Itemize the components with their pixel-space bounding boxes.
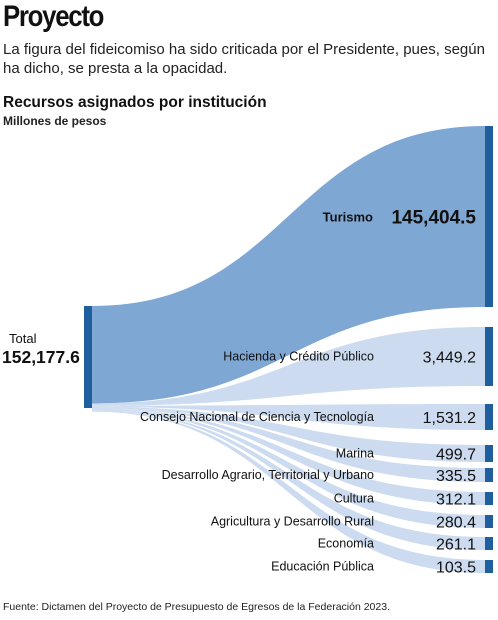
target-label-7: Economía [318,537,374,551]
target-bar-3 [485,445,493,462]
target-label-4: Desarrollo Agrario, Territorial y Urbano [162,468,374,482]
target-bar-5 [485,492,493,505]
target-bar-7 [485,537,493,550]
target-value-3: 499.7 [436,447,476,464]
source-bar [84,306,92,408]
target-value-1: 3,449.2 [423,350,476,367]
target-label-3: Marina [336,447,374,461]
target-label-5: Cultura [334,492,374,506]
target-bar-1 [485,327,493,386]
flow-5 [92,408,485,505]
sankey-labels: Turismo 145,404.5 Hacienda y Crédito Públi… [2,208,476,577]
flow-3 [92,406,485,462]
target-value-5: 312.1 [436,492,476,509]
target-bar-6 [485,515,493,528]
target-value-0: 145,404.5 [391,208,476,229]
flow-4 [92,407,485,482]
target-value-6: 280.4 [436,515,476,532]
source-label: Total [9,331,37,346]
page-description: La figura del fideicomiso ha sido critic… [3,41,485,77]
target-label-2: Consejo Nacional de Ciencia y Tecnología [140,410,374,424]
target-value-4: 335.5 [436,468,476,485]
target-bar-8 [485,560,493,573]
target-bar-0 [485,126,493,307]
chart-title: Recursos asignados por institución [3,94,267,111]
flow-0 [92,126,485,404]
flow-2 [92,404,485,430]
target-value-8: 103.5 [436,560,476,577]
chart-subtitle: Millones de pesos [3,114,107,128]
flow-6 [92,409,485,528]
target-bar-2 [485,404,493,430]
sankey-nodes [84,126,493,573]
target-bar-4 [485,468,493,482]
target-label-6: Agricultura y Desarrollo Rural [211,515,374,529]
source-note: Fuente: Dictamen del Proyecto de Presupu… [3,601,390,613]
source-value: 152,177.6 [2,347,80,367]
target-label-0: Turismo [323,210,373,225]
sankey-flows [92,126,485,573]
target-value-7: 261.1 [436,537,476,554]
flow-7 [92,409,485,550]
target-value-2: 1,531.2 [423,410,476,427]
flow-8 [92,410,485,573]
target-label-1: Hacienda y Crédito Público [223,350,374,364]
target-label-8: Educación Pública [271,560,374,574]
flow-1 [92,327,485,406]
page-title: Proyecto [3,0,104,33]
